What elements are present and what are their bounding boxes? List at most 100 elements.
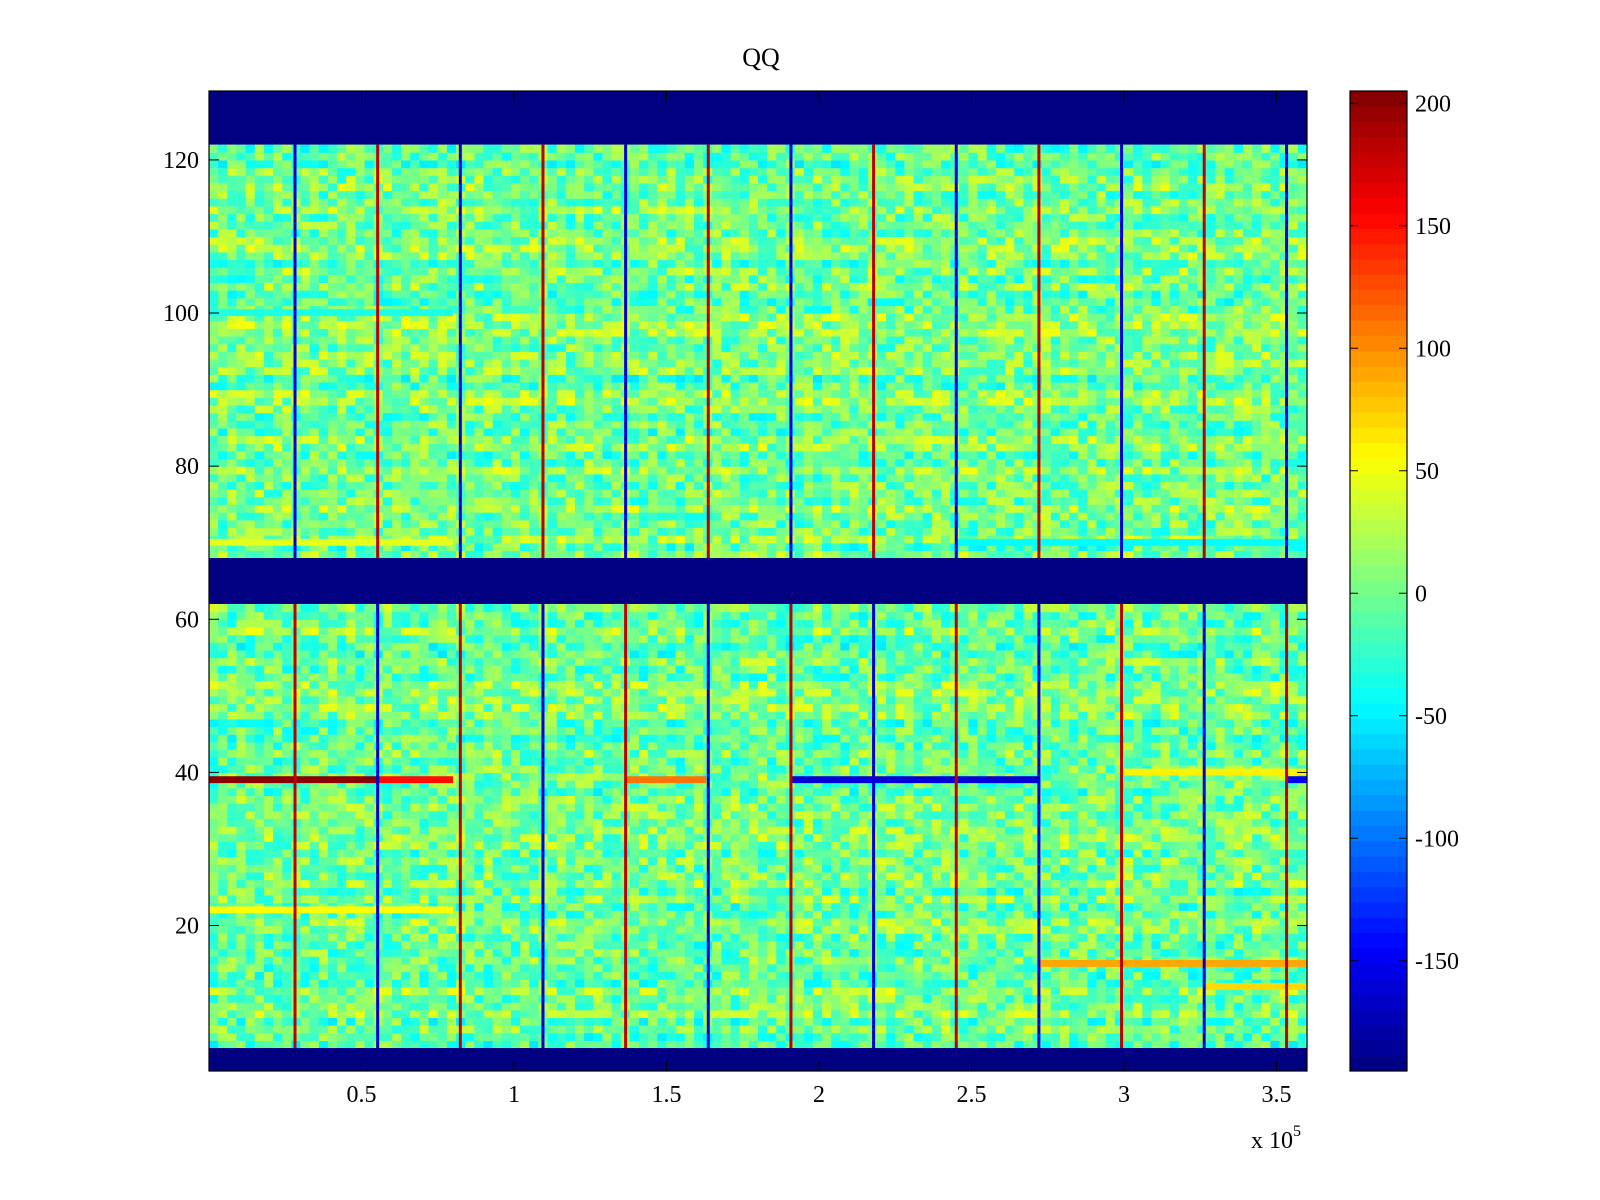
heatmap-cell (419, 963, 430, 973)
heatmap-cell (428, 787, 439, 796)
heatmap-cell (1270, 734, 1281, 743)
heatmap-cell (1270, 1040, 1281, 1049)
heatmap-cell (282, 810, 292, 819)
heatmap-cell (410, 780, 421, 789)
heatmap-cell (931, 848, 942, 858)
heatmap-cell (273, 734, 283, 743)
heatmap-cell (629, 780, 640, 789)
heatmap-cell (556, 971, 567, 980)
heatmap-cell (739, 764, 750, 774)
heatmap-cell (693, 1017, 704, 1026)
heatmap-cell (382, 1002, 393, 1011)
heatmap-cell (675, 1040, 686, 1049)
heatmap-cell (1105, 1040, 1116, 1049)
heatmap-cell (209, 933, 219, 942)
heatmap-cell (355, 864, 366, 873)
heatmap-cell (666, 833, 677, 842)
heatmap-cell (327, 856, 338, 865)
heatmap-cell (446, 795, 457, 804)
heatmap-cell (510, 856, 521, 865)
heatmap-cell (1096, 772, 1107, 781)
heatmap-cell (904, 856, 915, 865)
heatmap-cell (1032, 1009, 1043, 1019)
heatmap-cell (1023, 818, 1034, 827)
heatmap-cell (1032, 925, 1043, 934)
heatmap-cell (510, 902, 521, 911)
heatmap-cell (602, 910, 613, 919)
heatmap-cell (428, 734, 439, 743)
heatmap-cell (437, 956, 448, 965)
heatmap-cell (1233, 910, 1244, 919)
heatmap-cell (437, 979, 448, 988)
heatmap-cell (776, 979, 787, 988)
heatmap-cell (767, 772, 777, 781)
heatmap-cell (401, 864, 411, 873)
heatmap-cell (758, 795, 768, 804)
heatmap-cell (1023, 956, 1034, 965)
heatmap-cell (794, 757, 805, 766)
heatmap-cell (437, 833, 448, 842)
heatmap-cell (849, 1009, 860, 1019)
heatmap-cell (941, 994, 951, 1003)
heatmap-cell (510, 956, 521, 965)
heatmap-cell (1142, 902, 1153, 911)
heatmap-cell (1197, 856, 1207, 865)
heatmap-cell (483, 948, 494, 957)
heatmap-cell (639, 741, 649, 751)
heatmap-cell (346, 734, 356, 743)
heatmap-cell (218, 979, 228, 988)
heatmap-cell (263, 780, 274, 789)
heatmap-cell (309, 848, 320, 858)
heatmap-cell (1178, 894, 1189, 904)
heatmap-cell (721, 948, 732, 957)
heatmap-cell (1005, 986, 1015, 996)
heatmap-cell (776, 780, 787, 789)
heatmap-cell (1096, 856, 1107, 865)
heatmap-cell (1233, 917, 1244, 927)
heatmap-cell (822, 956, 832, 965)
heatmap-cell (639, 787, 649, 796)
heatmap-cell (1233, 803, 1244, 812)
heatmap-cell (419, 1017, 430, 1026)
heatmap-cell (327, 1009, 338, 1019)
heatmap-cell (337, 1040, 347, 1049)
heatmap-cell (1142, 848, 1153, 858)
heatmap-cell (309, 871, 320, 881)
heatmap-cell (876, 940, 887, 950)
heatmap-cell (721, 803, 732, 812)
heatmap-cell (209, 971, 219, 980)
heatmap-cell (318, 971, 329, 980)
heatmap-cell (1032, 841, 1043, 850)
heatmap-cell (520, 833, 530, 842)
heatmap-cell (666, 956, 677, 965)
heatmap-cell (712, 925, 722, 934)
heatmap-cell (392, 764, 402, 774)
heatmap-cell (1279, 1032, 1290, 1041)
heatmap-cell (721, 933, 732, 942)
heatmap-cell (1178, 795, 1189, 804)
heatmap-cell (986, 764, 997, 774)
heatmap-cell (218, 948, 228, 957)
heatmap-cell (730, 818, 741, 827)
heatmap-cell (886, 925, 896, 934)
heatmap-cell (1206, 1032, 1217, 1041)
heatmap-cell (1242, 879, 1253, 888)
heatmap-cell (575, 764, 585, 774)
heatmap-cell (209, 1025, 219, 1034)
heatmap-cell (1261, 803, 1271, 812)
heatmap-cell (327, 741, 338, 751)
heatmap-cell (263, 818, 274, 827)
heatmap-cell (501, 994, 512, 1003)
heatmap-cell (273, 971, 283, 980)
heatmap-cell (401, 1009, 411, 1019)
heatmap-cell (529, 856, 539, 865)
heatmap-cell (1087, 826, 1098, 835)
heatmap-cell (245, 956, 256, 965)
heatmap-cell (1178, 910, 1189, 919)
heatmap-cell (776, 856, 787, 865)
heatmap-cell (382, 864, 393, 873)
heatmap-cell (1105, 894, 1116, 904)
heatmap-cell (913, 841, 924, 850)
heatmap-cell (556, 772, 567, 781)
heatmap-cell (364, 979, 375, 988)
